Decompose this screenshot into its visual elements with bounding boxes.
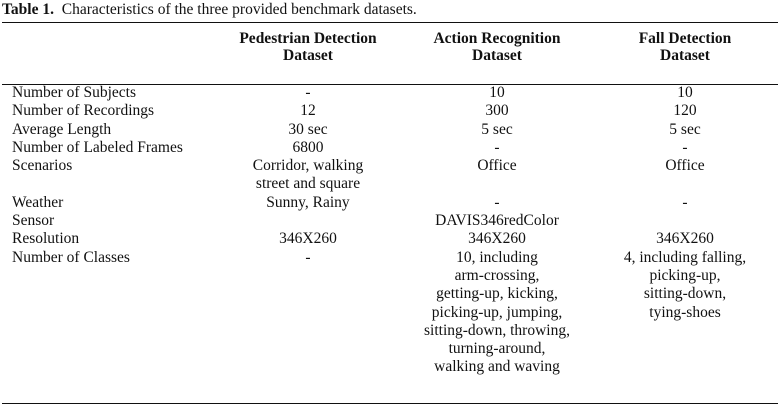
cell-text: - [494, 193, 500, 211]
cell-text: street and square [255, 175, 361, 193]
table-body: Number of Subjects -10 10 Number of Recordi… [0, 84, 780, 377]
table-row: Sensor DAVIS346redColor [0, 212, 780, 230]
table-cell: - [212, 84, 404, 102]
row-label: Resolution [12, 230, 80, 248]
cell-text: 10 [677, 84, 693, 101]
table-row: Number of Subjects - 10 10 [0, 84, 780, 102]
table-header-row: Pedestrian Detection Dataset Action Reco… [0, 30, 780, 84]
cell-text: 300 [485, 102, 509, 120]
table-cell: 346X260 [212, 230, 404, 248]
cell-text: picking-up, [649, 266, 721, 284]
table-cell: - [404, 139, 590, 157]
table-cell: Office [404, 157, 590, 194]
row-label: Number of Subjects [12, 84, 136, 101]
row-label: Scenarios [12, 157, 73, 175]
cell-text: sitting-down, [643, 285, 727, 303]
cell-text: arm-crossing, [454, 266, 540, 284]
table-cell: - [590, 194, 780, 212]
cell-text: 120 [673, 102, 697, 120]
cell-text: 346X260 [468, 230, 526, 248]
table-cell: DAVIS346redColor [404, 212, 590, 230]
table-top-rule [2, 22, 778, 24]
cell-text: 30 sec [288, 120, 328, 138]
cell-text: 12 [300, 102, 316, 120]
table-cell: 12 [212, 102, 404, 120]
table-cell: 120 [590, 102, 780, 120]
table-cell: 10 [590, 84, 780, 102]
cell-text: Office [665, 157, 705, 175]
table-cell: 10, including arm-crossing, getting-up, ki… [404, 249, 590, 377]
cell-text: turning-around, [448, 340, 546, 358]
table-cell: Office [590, 157, 780, 194]
cell-text: - [305, 248, 311, 266]
cell-text: - [305, 84, 311, 101]
table-row: Resolution 346X260 346X260 346X260 [0, 230, 780, 248]
table-cell: 6800 [212, 139, 404, 157]
header-cell-empty [0, 30, 212, 84]
table-cell: 346X260 [404, 230, 590, 248]
table-cell: - [404, 194, 590, 212]
cell-text: getting-up, kicking, [436, 285, 558, 303]
table-cell: 346X260 [590, 230, 780, 248]
table-cell: Corridor, walking street and square [212, 157, 404, 194]
table-cell [212, 212, 404, 230]
cell-text: DAVIS346redColor [435, 212, 559, 230]
cell-text: Sunny, Rainy [266, 193, 350, 211]
header-fall-detection: Fall Detection Dataset [638, 30, 732, 64]
cell-text: picking-up, jumping, [431, 303, 563, 321]
table-cell: - [590, 139, 780, 157]
row-label: Number of Classes [12, 248, 130, 266]
cell-text: 6800 [292, 138, 324, 156]
table-caption: Table 1. Characteristics of the three pr… [2, 1, 417, 19]
cell-text: 10 [489, 84, 505, 101]
table-cell: 30 sec [212, 121, 404, 139]
table-bottom-rule [2, 403, 778, 405]
header-pedestrian-detection: Pedestrian Detection Dataset [239, 30, 377, 64]
cell-text: 10, including [456, 248, 538, 266]
table-cell: 5 sec [404, 121, 590, 139]
table-cell: Sunny, Rainy [212, 194, 404, 212]
cell-text: Corridor, walking [252, 157, 364, 175]
table-cell: 4, including falling, picking-up, sitting-… [590, 249, 780, 377]
cell-text: 346X260 [656, 230, 714, 248]
row-label: Sensor [12, 212, 55, 230]
cell-text: tying-shoes [649, 303, 721, 321]
table-cell [590, 212, 780, 230]
cell-text: 346X260 [279, 230, 337, 248]
caption-text: Characteristics of the three provided be… [61, 1, 417, 18]
table-cell: 10 [404, 84, 590, 102]
row-label: Number of Recordings [12, 102, 155, 120]
table-row: Number of Recordings 12 300 120 [0, 102, 780, 120]
cell-text: 5 sec [669, 120, 701, 138]
table-cell: 5 sec [590, 121, 780, 139]
header-action-recognition: Action Recognition Dataset [433, 30, 561, 64]
cell-text: - [682, 138, 688, 156]
table-row: Number of Labeled Frames 6800 - - [0, 139, 780, 157]
row-label: Weather [12, 193, 64, 211]
table-cell: - [212, 249, 404, 377]
cell-text: 5 sec [481, 120, 513, 138]
row-label: Number of Labeled Frames [12, 138, 183, 156]
table-row: Number of Classes - 10, including arm-cross… [0, 249, 780, 377]
row-label: Average Length [12, 120, 112, 138]
cell-text: - [494, 138, 500, 156]
cell-text: sitting-down, throwing, [424, 321, 570, 339]
cell-text: Office [477, 157, 517, 175]
cell-text: walking and waving [434, 358, 560, 376]
caption-label: Table 1. [2, 1, 54, 18]
table-cell: 300 [404, 102, 590, 120]
benchmark-table: Pedestrian Detection Dataset Action Reco… [0, 30, 780, 377]
table-row: Scenarios Corridor, walking street and squ… [0, 157, 780, 194]
cell-text: - [682, 193, 688, 211]
table-header-rule [2, 84, 778, 85]
table-row: Weather Sunny, Rainy - - [0, 194, 780, 212]
table-row: Average Length 30 sec 5 sec 5 sec [0, 121, 780, 139]
cell-text: 4, including falling, [623, 248, 747, 266]
